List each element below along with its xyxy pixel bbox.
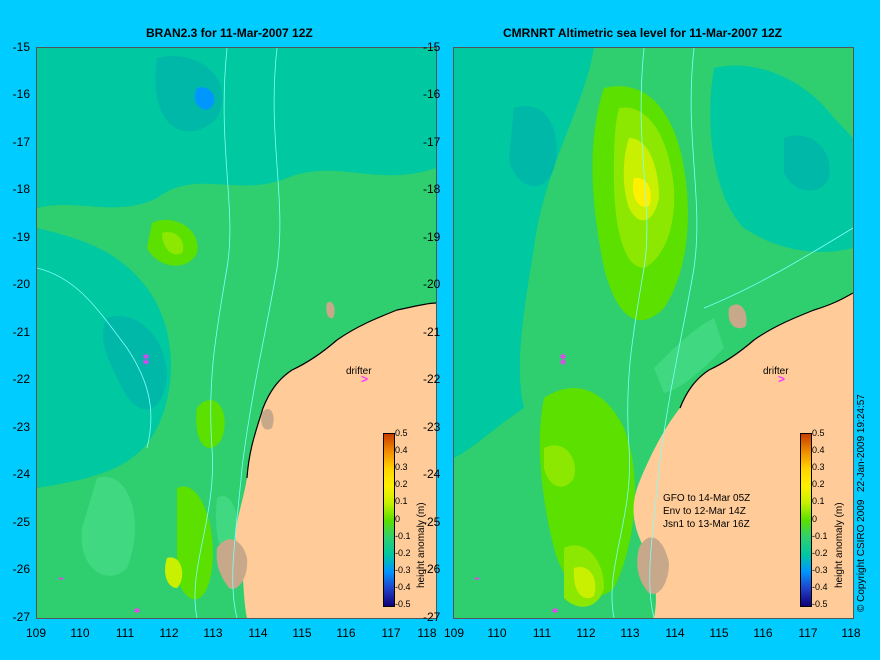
colorbar-tick: -0.5 (812, 599, 828, 609)
left-drifter-track-icon: ⁑ (143, 354, 149, 368)
left-map-title: BRAN2.3 for 11-Mar-2007 12Z (146, 26, 313, 40)
y-tick-label: -15 (423, 40, 441, 54)
colorbar-tick: -0.3 (395, 565, 411, 575)
colorbar-tick: -0.1 (395, 531, 411, 541)
right-drifter-track-icon: ⁑ (560, 354, 566, 368)
x-tick-label: 113 (620, 626, 640, 640)
colorbar-tick: 0.1 (395, 496, 408, 506)
x-tick-label: 112 (159, 626, 179, 640)
y-tick-label: -27 (423, 610, 441, 624)
x-tick-label: 115 (292, 626, 312, 640)
y-tick-label: -21 (423, 325, 441, 339)
right-drifter-label: drifter (763, 366, 789, 377)
y-tick-label: -18 (423, 182, 441, 196)
colorbar-tick: -0.4 (812, 582, 828, 592)
colorbar-gradient (800, 433, 812, 607)
colorbar-tick: 0.1 (812, 496, 825, 506)
right-drifter-track-icon: ⁃ (474, 572, 480, 586)
left-colorbar: 0.5 0.4 0.3 0.2 0.1 0 -0.1 -0.2 -0.3 -0.… (383, 428, 433, 609)
colorbar-tick: 0.2 (395, 479, 408, 489)
colorbar-tick: 0 (812, 514, 818, 524)
colorbar-tick: 0.4 (812, 445, 825, 455)
y-tick-label: -16 (12, 87, 30, 101)
left-drifter-track-icon: ⁃ (58, 572, 64, 586)
colorbar-tick: -0.4 (395, 582, 411, 592)
x-tick-label: 117 (381, 626, 401, 640)
right-map-field (454, 48, 853, 618)
y-tick-label: -20 (423, 277, 441, 291)
left-drifter-label: drifter (346, 366, 372, 377)
colorbar-tick: -0.2 (812, 548, 828, 558)
copyright-text: © Copyright CSIRO 2009 (856, 499, 867, 612)
y-tick-label: -23 (12, 420, 30, 434)
left-map-panel (36, 47, 437, 619)
y-tick-label: -25 (423, 515, 441, 529)
right-map-title: CMRNRT Altimetric sea level for 11-Mar-2… (503, 26, 782, 40)
colorbar-tick: 0.3 (812, 462, 825, 472)
y-tick-label: -21 (12, 325, 30, 339)
left-colorbar-label: height anomaly (m) (416, 502, 427, 588)
y-tick-label: -16 (423, 87, 441, 101)
y-tick-label: -24 (423, 467, 441, 481)
colorbar-tick: -0.5 (395, 599, 411, 609)
y-tick-label: -26 (12, 562, 30, 576)
x-tick-label: 114 (248, 626, 268, 640)
y-tick-label: -24 (12, 467, 30, 481)
y-tick-label: -18 (12, 182, 30, 196)
x-tick-label: 114 (665, 626, 685, 640)
y-tick-label: -27 (12, 610, 30, 624)
satellite-coverage-info: GFO to 14-Mar 05Z Env to 12-Mar 14Z Jsn1… (663, 493, 751, 530)
colorbar-tick: -0.2 (395, 548, 411, 558)
x-tick-label: 118 (841, 626, 861, 640)
y-tick-label: -26 (423, 562, 441, 576)
y-tick-label: -17 (423, 135, 441, 149)
x-tick-label: 110 (70, 626, 90, 640)
x-tick-label: 113 (203, 626, 223, 640)
y-tick-label: -25 (12, 515, 30, 529)
colorbar-gradient (383, 433, 395, 607)
colorbar-tick: 0.3 (395, 462, 408, 472)
y-tick-label: -19 (423, 230, 441, 244)
colorbar-tick: 0.4 (395, 445, 408, 455)
colorbar-tick: -0.1 (812, 531, 828, 541)
right-drifter-track-icon: ⁎ (552, 602, 558, 616)
left-drifter-arrow-icon: > (361, 372, 369, 386)
x-tick-label: 109 (443, 626, 465, 640)
x-tick-label: 111 (532, 626, 552, 640)
y-tick-label: -22 (12, 372, 30, 386)
y-tick-label: -17 (12, 135, 30, 149)
left-drifter-track-icon: ⁎ (134, 602, 140, 616)
x-tick-label: 117 (798, 626, 818, 640)
x-tick-label: 110 (487, 626, 507, 640)
left-map-field (37, 48, 436, 618)
right-map-panel (453, 47, 854, 619)
x-tick-label: 112 (576, 626, 596, 640)
x-tick-label: 116 (753, 626, 773, 640)
x-tick-label: 111 (115, 626, 135, 640)
x-tick-label: 118 (417, 626, 437, 640)
y-tick-label: -22 (423, 372, 441, 386)
colorbar-tick: 0.5 (812, 428, 825, 438)
timestamp-text: 22-Jan-2009 19:24:57 (856, 394, 867, 492)
colorbar-tick: 0.2 (812, 479, 825, 489)
colorbar-tick: 0.5 (395, 428, 408, 438)
y-tick-label: -15 (12, 40, 30, 54)
y-tick-label: -20 (12, 277, 30, 291)
right-colorbar: 0.5 0.4 0.3 0.2 0.1 0 -0.1 -0.2 -0.3 -0.… (800, 428, 850, 609)
x-tick-label: 116 (336, 626, 356, 640)
x-tick-label: 109 (25, 626, 47, 640)
colorbar-tick: -0.3 (812, 565, 828, 575)
colorbar-tick: 0 (395, 514, 401, 524)
right-drifter-arrow-icon: > (778, 372, 786, 386)
x-tick-label: 115 (709, 626, 729, 640)
y-tick-label: -19 (12, 230, 30, 244)
y-tick-label: -23 (423, 420, 441, 434)
right-colorbar-label: height anomaly (m) (834, 502, 845, 588)
